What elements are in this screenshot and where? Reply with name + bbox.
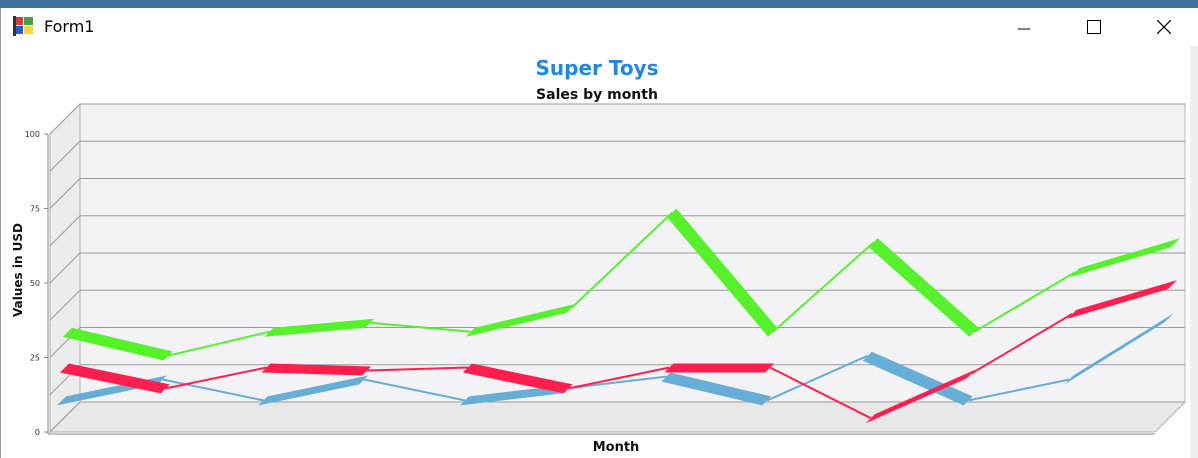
floor bbox=[48, 401, 1187, 433]
series-segment bbox=[766, 354, 869, 402]
desktop-strip bbox=[0, 0, 1198, 8]
y-tick-label: 50 bbox=[30, 279, 40, 288]
gridline-depth bbox=[49, 215, 81, 247]
series-segment bbox=[459, 384, 570, 406]
window-title: Form1 bbox=[44, 17, 95, 36]
app-logo-icon bbox=[13, 16, 35, 36]
series-segment bbox=[868, 238, 979, 337]
series-segment bbox=[162, 378, 264, 402]
series-segment bbox=[769, 366, 872, 420]
y-tick-label: 75 bbox=[30, 205, 40, 214]
close-icon bbox=[1157, 20, 1171, 34]
series-segment bbox=[667, 208, 778, 337]
y-tick-label: 0 bbox=[35, 428, 40, 437]
right-edge bbox=[1190, 46, 1198, 458]
series-segment bbox=[63, 327, 173, 361]
series-segment bbox=[1070, 238, 1180, 278]
chart-subtitle: Sales by month bbox=[536, 87, 658, 103]
series-segment bbox=[465, 303, 576, 337]
gridline-depth bbox=[49, 401, 81, 433]
series-segment bbox=[370, 321, 471, 333]
series-segment bbox=[1064, 312, 1174, 385]
gridline-depth bbox=[49, 252, 81, 284]
series-segment bbox=[862, 351, 973, 406]
close-button[interactable] bbox=[1141, 8, 1187, 46]
maximize-icon bbox=[1087, 20, 1101, 34]
series-segment bbox=[568, 366, 670, 390]
series-segment bbox=[165, 366, 267, 390]
y-tick-label: 25 bbox=[30, 354, 40, 363]
gridline-depth bbox=[49, 178, 81, 209]
series-segment bbox=[264, 318, 375, 337]
series-segment bbox=[968, 378, 1070, 402]
series-segment bbox=[363, 378, 466, 402]
series-segment bbox=[661, 372, 772, 406]
gridline-depth bbox=[49, 140, 81, 172]
title-bar[interactable]: Form1 bbox=[1, 8, 1198, 46]
series-segment bbox=[258, 375, 369, 406]
minimize-button[interactable] bbox=[1001, 8, 1047, 46]
series-segment bbox=[1067, 280, 1177, 319]
gridline-depth bbox=[49, 103, 81, 135]
y-axis-label: Values in USD bbox=[11, 223, 25, 317]
y-tick-label: 100 bbox=[25, 130, 40, 139]
series-segment bbox=[664, 363, 775, 373]
x-axis-label: Month bbox=[593, 440, 640, 455]
gridline-depth bbox=[49, 289, 81, 321]
series-segment bbox=[772, 241, 875, 333]
minimize-icon bbox=[1018, 28, 1030, 30]
series-segment bbox=[570, 211, 674, 309]
series-segment bbox=[462, 363, 573, 394]
maximize-button[interactable] bbox=[1071, 8, 1117, 46]
series-segment bbox=[60, 363, 170, 394]
series-segment bbox=[367, 366, 468, 372]
chart-title: Super Toys bbox=[535, 56, 658, 80]
series-segment bbox=[168, 330, 270, 357]
series-segment bbox=[865, 369, 976, 424]
series-segment bbox=[971, 313, 1073, 375]
series-segment bbox=[261, 363, 372, 376]
series-segment bbox=[974, 271, 1076, 333]
